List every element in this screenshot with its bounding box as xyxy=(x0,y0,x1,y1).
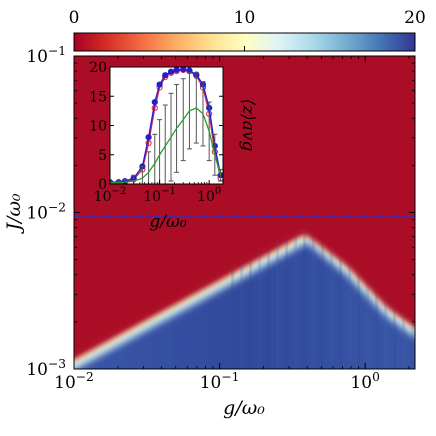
data-point xyxy=(180,67,187,73)
inset-x-tick-label: 10−1 xyxy=(143,186,176,205)
colorbar-tick-label: 20 xyxy=(404,8,426,28)
colorbar: 0 10 20 xyxy=(69,8,426,52)
data-point xyxy=(151,99,158,106)
inset-chart: 0 5 10 15 20 10−2 10−1 100 g/ω₀ ⟨z⟩avg xyxy=(89,60,258,232)
inset-x-axis-label: g/ω₀ xyxy=(149,212,186,232)
inset-y-tick-label: 10 xyxy=(89,119,107,135)
series-line xyxy=(110,107,222,184)
inset-x-tick-label: 10−2 xyxy=(94,186,127,205)
main-y-axis-label: J/ω₀ xyxy=(3,193,25,235)
y-tick-label: 10−2 xyxy=(26,201,66,224)
y-tick-label: 10−1 xyxy=(26,44,66,67)
colorbar-tick-label: 10 xyxy=(234,8,256,28)
data-point xyxy=(186,67,193,74)
x-tick-label: 100 xyxy=(350,370,379,393)
inset-x-tick-label: 100 xyxy=(197,186,221,205)
data-point xyxy=(162,72,169,79)
data-point xyxy=(156,81,163,88)
inset-y-tick-label: 5 xyxy=(98,148,107,164)
data-point xyxy=(145,134,152,141)
inset-y-tick-label: 15 xyxy=(89,89,107,105)
data-point xyxy=(145,139,152,147)
inset-y-axis-label: ⟨z⟩avg xyxy=(238,99,258,152)
colorbar-tick-label: 0 xyxy=(69,8,80,28)
inset-series-2 xyxy=(110,72,223,184)
inset-series-1 xyxy=(110,67,223,184)
inset-y-tick-label: 0 xyxy=(98,177,107,193)
x-tick-label: 10−2 xyxy=(54,370,94,393)
data-point xyxy=(173,67,180,74)
ordered-region xyxy=(77,243,415,369)
inset-y-tick-label: 20 xyxy=(89,60,107,76)
data-point xyxy=(167,68,175,75)
x-tick-label: 10−1 xyxy=(200,370,240,393)
y-tick-label: 10−3 xyxy=(26,357,66,380)
main-x-axis-label: g/ω₀ xyxy=(223,397,265,419)
